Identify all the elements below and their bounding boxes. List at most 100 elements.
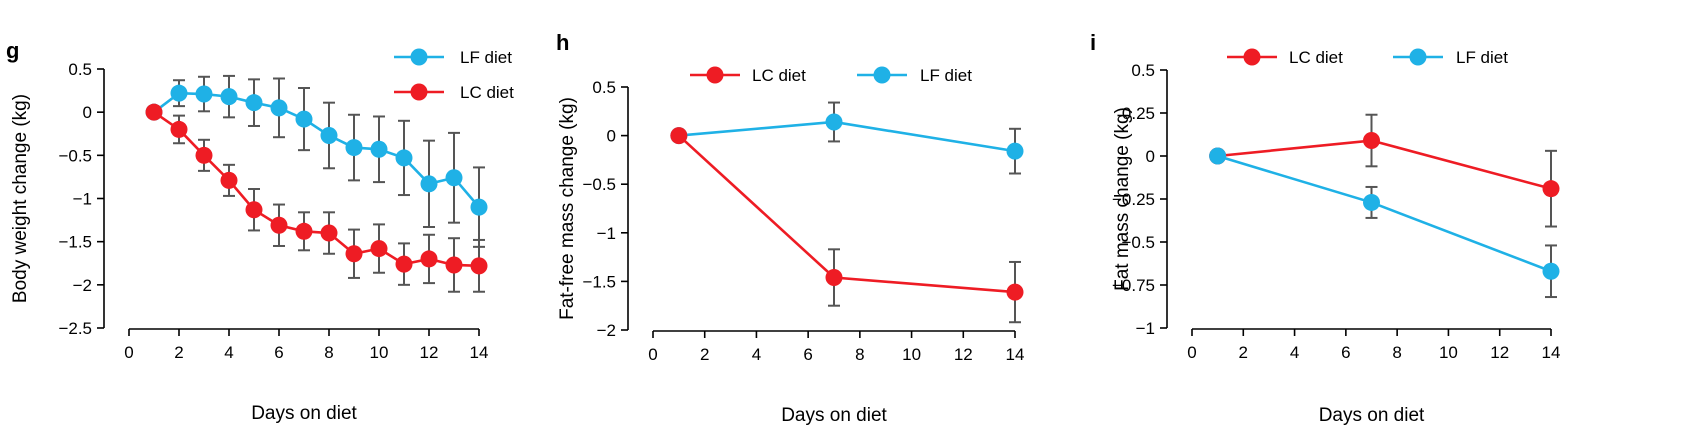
data-point [220, 88, 238, 106]
y-tick-label: −0.25 [1112, 190, 1155, 209]
y-tick-label: 0 [83, 103, 92, 122]
data-point [1006, 283, 1024, 301]
series-LC-diet [670, 127, 1024, 324]
series-line [1217, 154, 1552, 273]
y-tick-label: −0.75 [1112, 276, 1155, 295]
y-tick-label: 0.5 [68, 60, 92, 79]
y-tick-label: 0 [1146, 147, 1155, 166]
panel-g: g 0.5 0 −0.5 −1 −1.5 −2 −2.5 0 2 4 6 8 10 12 14 Days on … [6, 38, 514, 424]
y-tick-label: −1.5 [582, 272, 616, 291]
legend-label: LC diet [752, 66, 806, 85]
y-tick-label: 0.25 [1122, 104, 1155, 123]
legend-marker [410, 48, 428, 66]
data-point [825, 269, 843, 287]
series-LF-diet [145, 74, 488, 248]
panel-h: h 0.5 0 −0.5 −1 −1.5 −2 0 2 4 6 8 10 12 14 Days on diet… [556, 30, 1024, 426]
data-point [395, 255, 413, 273]
x-tick-label: 14 [470, 343, 489, 362]
y-tick-label: 0 [607, 127, 616, 146]
legend-item-LC-diet: LC diet [394, 83, 514, 102]
data-point [1363, 132, 1380, 150]
data-point [195, 146, 213, 164]
series-LF-diet [1209, 147, 1560, 299]
data-point [170, 120, 188, 138]
data-point [445, 256, 463, 274]
y-axis-title: Fat-free mass change (kg) [557, 97, 578, 320]
legend-label: LC diet [1289, 48, 1343, 67]
data-point [395, 149, 413, 167]
x-tick-label: 6 [1341, 343, 1350, 362]
data-point [245, 94, 263, 112]
legend-label: LF diet [460, 48, 512, 67]
y-tick-label: −0.5 [582, 175, 616, 194]
data-point [370, 240, 388, 258]
data-point [220, 171, 238, 189]
data-point [345, 245, 363, 263]
data-point [470, 257, 488, 275]
panel-letter: i [1090, 30, 1096, 55]
series-line [678, 120, 1016, 153]
x-tick-label: 10 [1439, 343, 1458, 362]
data-point [320, 126, 338, 144]
x-axis-title: Days on diet [1319, 405, 1425, 426]
x-tick-label: 8 [324, 343, 333, 362]
y-tick-label: −1.5 [58, 233, 92, 252]
legend-marker [873, 66, 891, 84]
data-point [270, 216, 288, 234]
panel-letter: g [6, 38, 19, 63]
legend-item-LC-diet: LC diet [690, 66, 806, 85]
series-line [1217, 139, 1552, 190]
data-point [420, 250, 438, 268]
legend-marker [1409, 48, 1427, 66]
data-point [270, 99, 288, 117]
x-tick-label: 2 [174, 343, 183, 362]
x-tick-label: 8 [855, 345, 864, 364]
data-point [420, 175, 438, 193]
x-axis-title: Days on diet [251, 403, 357, 424]
series-line [677, 134, 1016, 294]
data-point [445, 169, 463, 187]
x-tick-label: 10 [902, 345, 921, 364]
y-axis-title: Body weight change (kg) [10, 94, 31, 303]
x-tick-label: 14 [1006, 345, 1025, 364]
x-tick-label: 12 [1490, 343, 1509, 362]
data-point [1209, 147, 1227, 165]
legend-item-LF-diet: LF diet [857, 66, 972, 85]
legend-label: LF diet [920, 66, 972, 85]
x-tick-label: 4 [224, 343, 233, 362]
y-tick-label: −2 [597, 321, 616, 340]
data-point [470, 198, 488, 216]
data-point [295, 110, 313, 128]
data-point [295, 222, 313, 240]
y-tick-label: −1 [73, 190, 92, 209]
data-point [320, 224, 338, 242]
data-point [1542, 262, 1560, 280]
data-point [345, 139, 363, 157]
legend-marker [1243, 48, 1261, 66]
y-tick-label: −1 [597, 224, 616, 243]
data-point [170, 84, 188, 102]
x-tick-label: 2 [700, 345, 709, 364]
legend-item-LF-diet: LF diet [394, 48, 512, 67]
legend-label: LF diet [1456, 48, 1508, 67]
y-tick-label: 0.5 [1131, 61, 1155, 80]
panel-i: i 0.5 0.25 0 −0.25 −0.5 −0.75 −1 0 2 4 6 8 10 12 14 Days… [1090, 30, 1560, 426]
y-tick-label: 0.5 [592, 78, 616, 97]
y-axis-title: Fat mass change (kg) [1112, 107, 1133, 291]
x-tick-label: 8 [1392, 343, 1401, 362]
legend-marker [706, 66, 724, 84]
data-point [370, 140, 388, 158]
x-tick-label: 12 [420, 343, 439, 362]
x-tick-label: 0 [648, 345, 657, 364]
data-point [825, 113, 843, 131]
legend-label: LC diet [460, 83, 514, 102]
data-point [1006, 142, 1024, 160]
x-axis-title: Days on diet [781, 405, 887, 426]
x-tick-label: 4 [1290, 343, 1299, 362]
y-tick-label: −0.5 [58, 146, 92, 165]
x-tick-label: 14 [1542, 343, 1561, 362]
data-point [1363, 193, 1380, 211]
x-tick-label: 6 [274, 343, 283, 362]
data-point [670, 127, 688, 145]
